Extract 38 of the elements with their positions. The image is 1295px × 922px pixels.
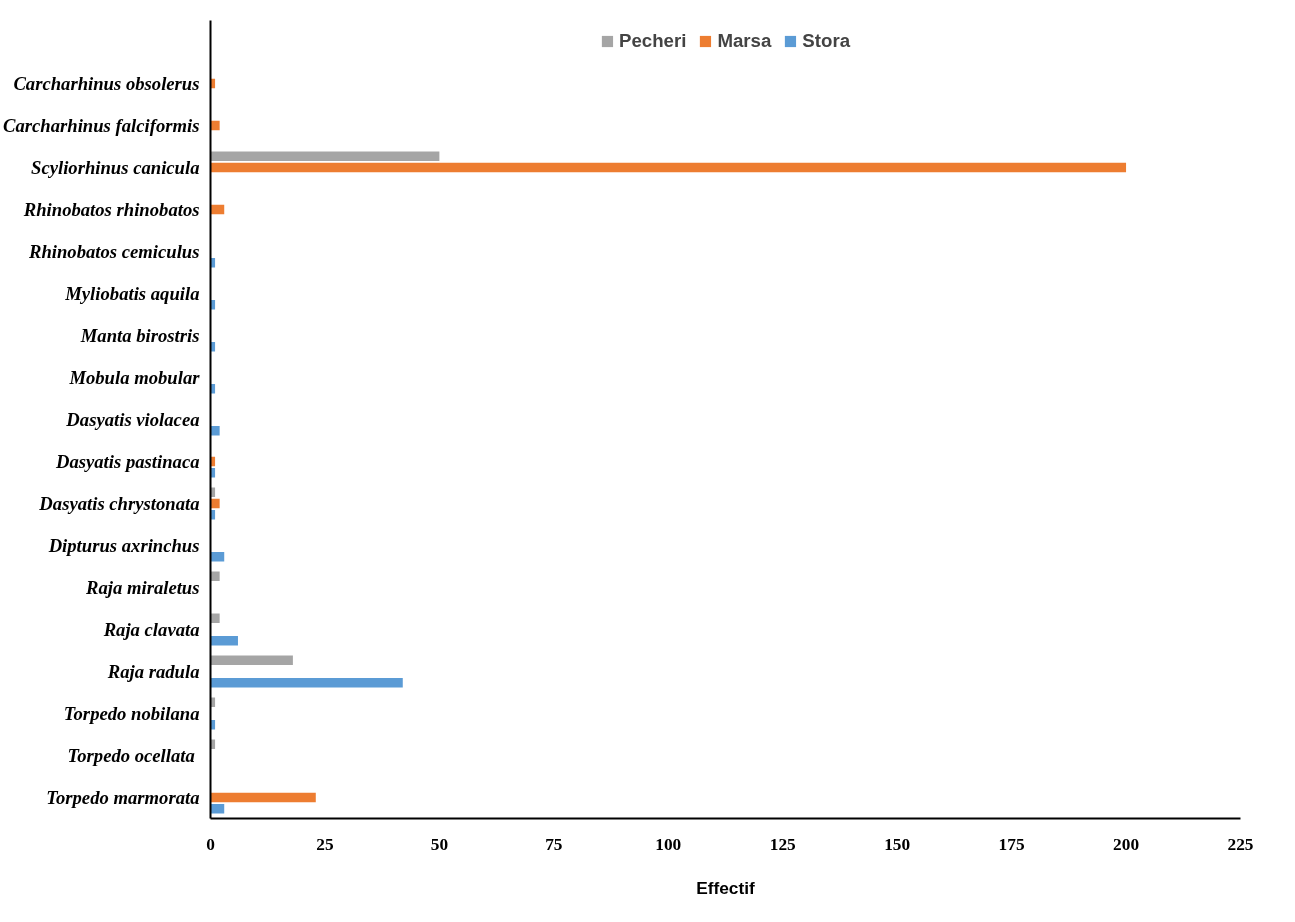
x-tick-label: 100 bbox=[655, 834, 682, 854]
y-tick-label: Raja miraletus bbox=[84, 577, 200, 598]
x-tick-label: 0 bbox=[206, 834, 215, 854]
y-tick-label: Torpedo nobilana bbox=[63, 703, 200, 724]
bar bbox=[210, 635, 238, 646]
y-tick-label: Torpedo ocellata bbox=[67, 745, 195, 766]
y-tick-label: Rhinobatos cemiculus bbox=[27, 241, 200, 262]
x-tick-label: 75 bbox=[545, 834, 563, 854]
y-tick-label: Raja clavata bbox=[102, 619, 200, 640]
legend-label: Pecheri bbox=[618, 30, 687, 52]
y-tick-label: Raja radula bbox=[106, 661, 200, 682]
x-tick-label: 200 bbox=[1113, 834, 1140, 854]
y-tick-label: Rhinobatos rhinobatos bbox=[22, 199, 200, 220]
y-tick-label: Dasyatis violacea bbox=[65, 409, 200, 430]
x-tick-label: 50 bbox=[430, 834, 449, 854]
y-tick-label: Mobula mobular bbox=[68, 367, 201, 388]
bar bbox=[210, 677, 403, 688]
y-tick-label: Myliobatis aquila bbox=[64, 283, 200, 304]
y-tick-label: Manta birostris bbox=[79, 325, 200, 346]
bar bbox=[210, 792, 316, 803]
x-axis-title: Effectif bbox=[696, 877, 756, 898]
legend-label: Marsa bbox=[717, 30, 772, 52]
y-tick-label: Carcharhinus falciformis bbox=[3, 115, 200, 136]
legend-label: Stora bbox=[802, 30, 851, 52]
x-tick-label: 150 bbox=[884, 834, 911, 854]
y-tick-label: Carcharhinus obsolerus bbox=[13, 73, 200, 94]
x-tick-label: 125 bbox=[769, 834, 797, 854]
y-tick-label: Dasyatis pastinaca bbox=[54, 451, 200, 472]
y-tick-label: Dipturus axrinchus bbox=[47, 535, 200, 556]
bar bbox=[210, 655, 293, 666]
y-tick-label: Torpedo marmorata bbox=[46, 787, 200, 808]
y-tick-label: Dasyatis chrystonata bbox=[38, 493, 200, 514]
bar bbox=[210, 151, 440, 162]
x-tick-label: 225 bbox=[1227, 834, 1254, 854]
x-tick-label: 175 bbox=[998, 834, 1025, 854]
bar bbox=[210, 162, 1127, 173]
x-tick-label: 25 bbox=[316, 834, 334, 854]
y-tick-label: Scyliorhinus canicula bbox=[31, 157, 200, 178]
